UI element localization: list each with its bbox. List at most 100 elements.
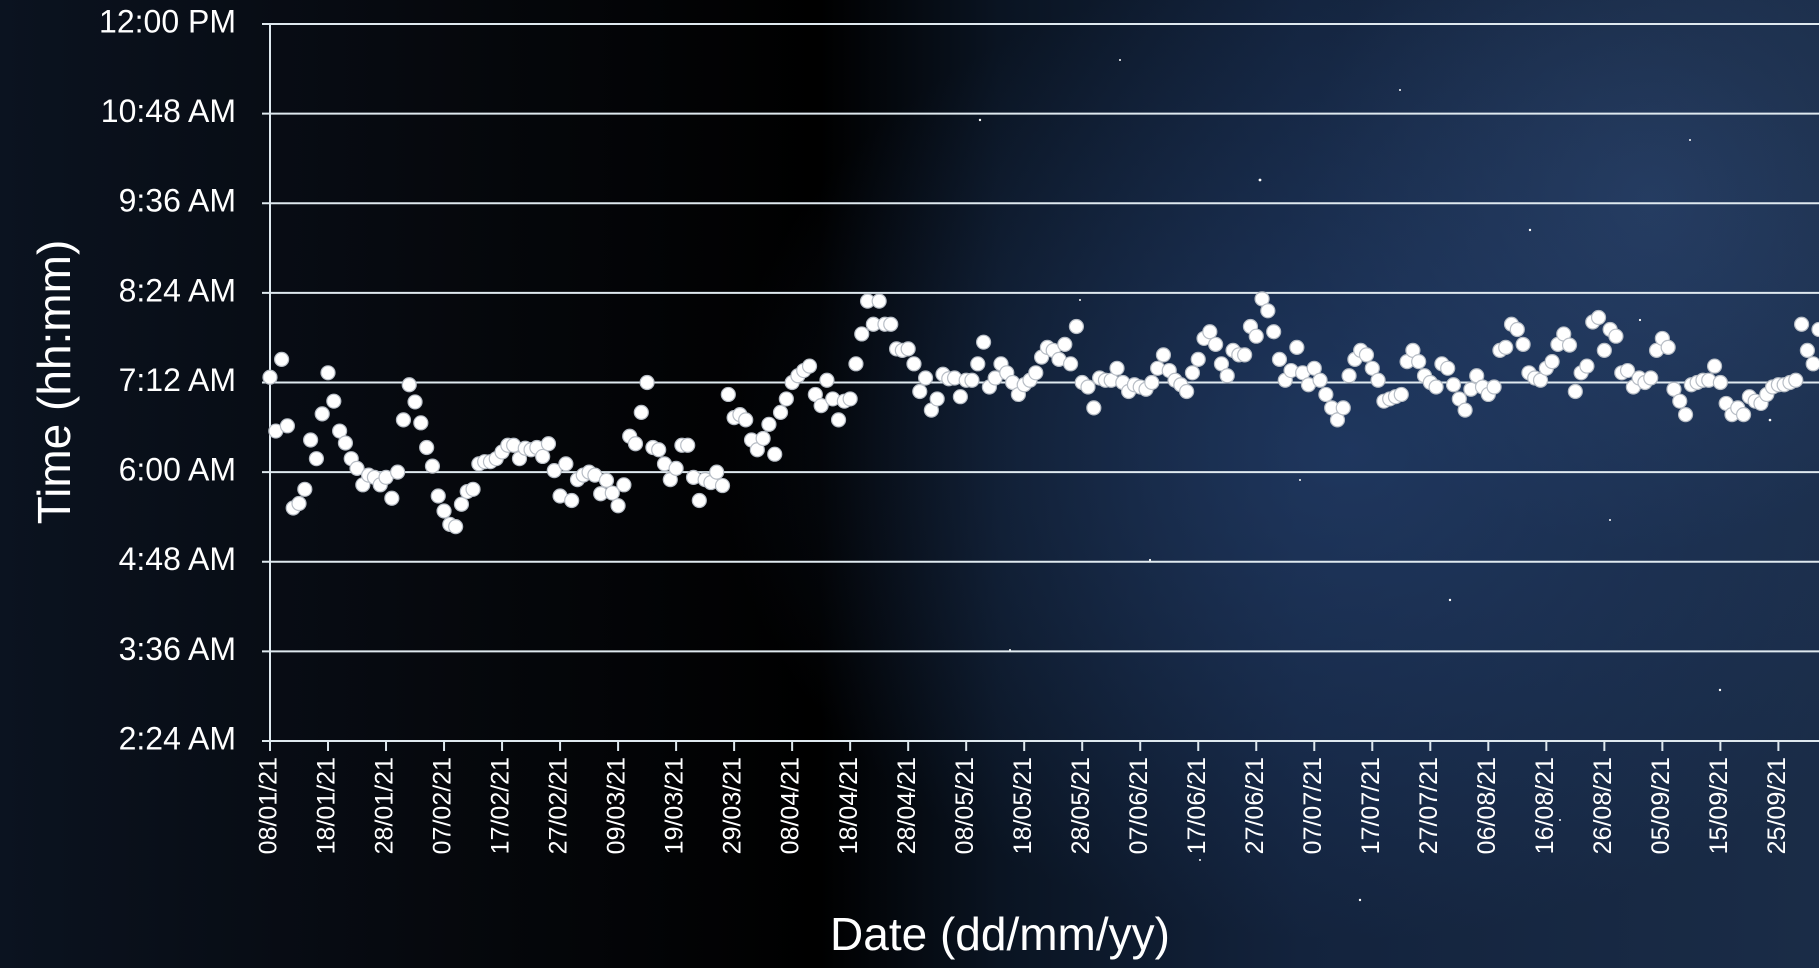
data-point — [279, 418, 296, 434]
data-point — [714, 477, 731, 494]
data-point — [952, 389, 968, 405]
data-point — [384, 490, 400, 506]
data-point — [1619, 362, 1636, 379]
data-point — [564, 492, 580, 509]
data-point — [801, 358, 818, 374]
data-point — [1329, 412, 1346, 428]
data-point — [883, 316, 899, 332]
data-point — [1799, 342, 1815, 358]
data-point — [320, 365, 336, 381]
data-point — [337, 435, 354, 451]
star-field — [978, 59, 1772, 902]
data-point — [1271, 351, 1288, 367]
x-tick-label: 17/06/21 — [1183, 757, 1211, 854]
data-point — [1358, 347, 1375, 363]
data-point — [436, 503, 452, 519]
x-tick-label: 08/01/21 — [255, 757, 283, 854]
data-point — [1260, 303, 1276, 319]
y-tick-label: 3:36 AM — [119, 631, 236, 667]
data-point — [1596, 342, 1612, 358]
x-tick-label: 17/07/21 — [1357, 757, 1385, 854]
x-tick-label: 06/08/21 — [1473, 757, 1501, 854]
x-tick-label: 05/09/21 — [1647, 757, 1675, 854]
data-point — [1341, 368, 1357, 384]
x-tick-label: 18/05/21 — [1009, 757, 1037, 854]
data-point — [668, 460, 684, 476]
data-point — [390, 464, 406, 480]
data-point — [1788, 372, 1804, 388]
x-tick-label: 18/04/21 — [835, 757, 863, 854]
data-point — [680, 437, 696, 453]
data-point — [691, 492, 707, 509]
data-point — [1811, 321, 1819, 338]
data-point — [1219, 368, 1235, 384]
data-point — [633, 404, 649, 420]
data-point — [604, 485, 620, 501]
data-point — [778, 391, 794, 407]
x-tick-label: 09/03/21 — [603, 757, 631, 854]
data-point — [546, 463, 562, 479]
data-point — [314, 406, 330, 422]
data-point — [1184, 365, 1201, 381]
data-point — [755, 430, 771, 447]
data-point — [1208, 336, 1224, 353]
data-point — [1028, 365, 1044, 381]
data-point — [854, 326, 870, 342]
x-axis-title: Date (dd/mm/yy) — [830, 908, 1170, 960]
data-point — [761, 416, 777, 432]
y-tick-label: 8:24 AM — [119, 272, 236, 308]
data-point — [1643, 370, 1659, 386]
data-point — [1457, 402, 1473, 418]
data-point — [709, 464, 725, 480]
data-point — [598, 472, 615, 488]
data-point — [453, 496, 470, 512]
data-point — [1306, 360, 1322, 376]
data-point — [964, 372, 980, 388]
data-point — [1677, 407, 1694, 423]
x-tick-label: 26/08/21 — [1589, 757, 1617, 854]
data-point — [720, 386, 736, 403]
data-point — [535, 448, 551, 465]
data-point — [1057, 336, 1073, 353]
x-tick-label: 15/09/21 — [1705, 757, 1733, 854]
x-tick-label: 16/08/21 — [1531, 757, 1559, 854]
data-point — [558, 456, 574, 472]
data-point — [448, 519, 464, 535]
data-point — [1509, 321, 1525, 338]
y-tick-label: 9:36 AM — [119, 183, 236, 219]
data-point — [970, 356, 986, 372]
data-point — [639, 374, 655, 391]
data-point — [1086, 400, 1102, 416]
data-point — [424, 458, 441, 474]
data-point — [1080, 379, 1096, 395]
x-tick-label: 07/06/21 — [1125, 757, 1153, 854]
data-point — [1579, 358, 1595, 374]
y-axis-title: Time (hh:mm) — [28, 240, 80, 525]
x-tick-label: 17/02/21 — [487, 757, 515, 854]
data-point — [1248, 328, 1264, 344]
x-tick-label: 27/07/21 — [1415, 757, 1443, 854]
data-point — [1706, 358, 1723, 374]
y-tick-label: 2:24 AM — [119, 720, 236, 756]
data-point — [1144, 374, 1160, 391]
data-point — [1805, 356, 1819, 372]
x-tick-label: 28/05/21 — [1067, 757, 1095, 854]
data-point — [738, 412, 754, 428]
data-point — [332, 423, 348, 439]
data-point — [308, 451, 325, 467]
data-point — [1266, 324, 1282, 340]
y-tick-label: 4:48 AM — [119, 541, 236, 577]
data-point — [1445, 377, 1462, 393]
data-point — [1063, 356, 1079, 372]
data-point — [1498, 339, 1514, 355]
data-point — [1672, 393, 1688, 409]
data-point — [465, 481, 481, 497]
data-point — [842, 391, 858, 407]
data-point — [1370, 372, 1386, 388]
x-tick-label: 18/01/21 — [313, 757, 341, 854]
data-point — [929, 391, 945, 407]
data-point — [401, 377, 417, 393]
data-point — [975, 334, 992, 350]
data-point — [1254, 291, 1270, 307]
